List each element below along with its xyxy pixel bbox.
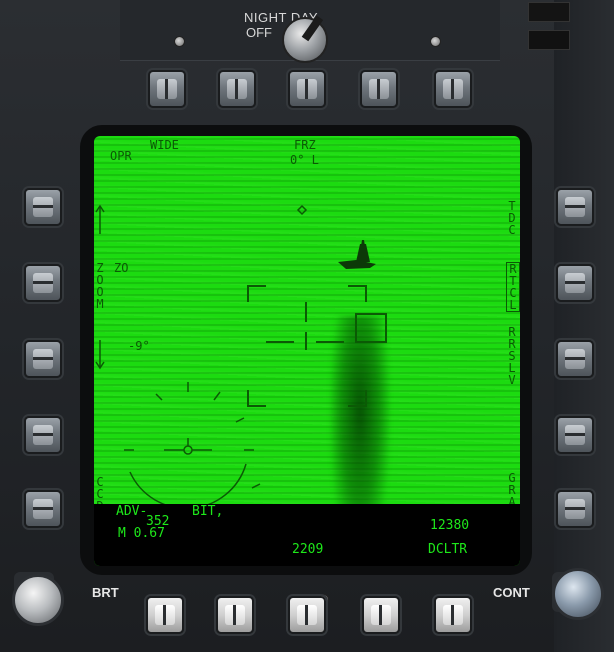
off-label: OFF xyxy=(246,25,272,40)
bit-label: BIT, xyxy=(192,504,224,519)
osb-right-5[interactable] xyxy=(556,490,594,528)
osb-bottom-1[interactable] xyxy=(146,596,184,634)
osb-top-4[interactable] xyxy=(360,70,398,108)
osb-mark-icon xyxy=(33,205,53,208)
brt-knob[interactable] xyxy=(12,574,64,626)
night-day-knob[interactable] xyxy=(282,15,328,63)
altitude-readout: 12380 xyxy=(430,518,470,533)
osb-mark-icon xyxy=(305,605,308,625)
ship-target-icon xyxy=(338,240,376,269)
osb-right-1[interactable] xyxy=(556,188,594,226)
osb-mark-icon xyxy=(235,79,238,99)
osb-mark-icon xyxy=(33,433,53,436)
osb-mark-icon xyxy=(565,281,585,284)
osb-top-1[interactable] xyxy=(148,70,186,108)
brt-label: BRT xyxy=(92,585,119,600)
value-352: 352 xyxy=(146,514,170,529)
osb-mark-icon xyxy=(451,79,454,99)
indicator-block xyxy=(528,30,570,50)
fov-bracket-icon xyxy=(247,285,367,407)
mach-readout: M 0.67 xyxy=(118,526,165,541)
osb-bottom-5[interactable] xyxy=(434,596,472,634)
status-strip: ADV- BIT, 352 M 0.67 12380 2209 DCLTR xyxy=(94,504,520,566)
osb-mark-icon xyxy=(451,605,454,625)
zoom-up-arrow-icon xyxy=(95,204,105,234)
osb-right-3[interactable] xyxy=(556,340,594,378)
attitude-arc-icon xyxy=(124,382,261,510)
osb-left-1[interactable] xyxy=(24,188,62,226)
osb-left-2[interactable] xyxy=(24,264,62,302)
indicator-block-top xyxy=(528,2,570,22)
osb-bottom-3[interactable] xyxy=(288,596,326,634)
azimuth-readout: 0° L xyxy=(290,153,319,167)
wide-label: WIDE xyxy=(150,138,179,152)
osb-mark-icon xyxy=(163,605,166,625)
waypoint-diamond-icon xyxy=(296,204,308,216)
zoom-value: ZO xyxy=(114,261,129,275)
osb-mark-icon xyxy=(377,79,380,99)
osb-mark-icon xyxy=(33,357,53,360)
screw-icon xyxy=(174,36,185,47)
osb-bottom-4[interactable] xyxy=(362,596,400,634)
symbology-overlay xyxy=(95,204,387,510)
osb-mark-icon xyxy=(305,79,308,99)
osb-mark-icon xyxy=(233,605,236,625)
osb-mark-icon xyxy=(33,281,53,284)
sea-surface-image xyxy=(94,136,520,566)
osb-left-4[interactable] xyxy=(24,416,62,454)
cont-knob[interactable] xyxy=(552,568,604,620)
range-readout: 2209 xyxy=(292,542,324,557)
osb-top-3[interactable] xyxy=(288,70,326,108)
osb-left-5[interactable] xyxy=(24,490,62,528)
osb-mark-icon xyxy=(565,507,585,510)
osb-mark-icon xyxy=(565,357,585,360)
screw-icon xyxy=(430,36,441,47)
adv-label: ADV- xyxy=(116,504,148,519)
osb-left-3[interactable] xyxy=(24,340,62,378)
osb-mark-icon xyxy=(379,605,382,625)
dcltr-label: DCLTR xyxy=(428,542,468,557)
osb-right-4[interactable] xyxy=(556,416,594,454)
osb-mark-icon xyxy=(565,205,585,208)
zoom-down-arrow-icon xyxy=(95,340,105,370)
osb-mark-icon xyxy=(33,507,53,510)
right-side-strip xyxy=(554,0,614,652)
osb-top-5[interactable] xyxy=(434,70,472,108)
osb-mark-icon xyxy=(165,79,168,99)
opr-label: OPR xyxy=(110,149,132,163)
aircraft-symbol-icon xyxy=(164,438,212,455)
osb-right-2[interactable] xyxy=(556,264,594,302)
frz-label: FRZ xyxy=(294,138,316,152)
cont-label: CONT xyxy=(493,585,530,600)
elevation-readout: -9° xyxy=(128,339,150,353)
osb-top-2[interactable] xyxy=(218,70,256,108)
boresight-cross-icon xyxy=(266,302,344,350)
knob-pointer-icon xyxy=(301,15,324,42)
osb-mark-icon xyxy=(565,433,585,436)
osb-bottom-2[interactable] xyxy=(216,596,254,634)
track-box-icon xyxy=(355,313,387,343)
